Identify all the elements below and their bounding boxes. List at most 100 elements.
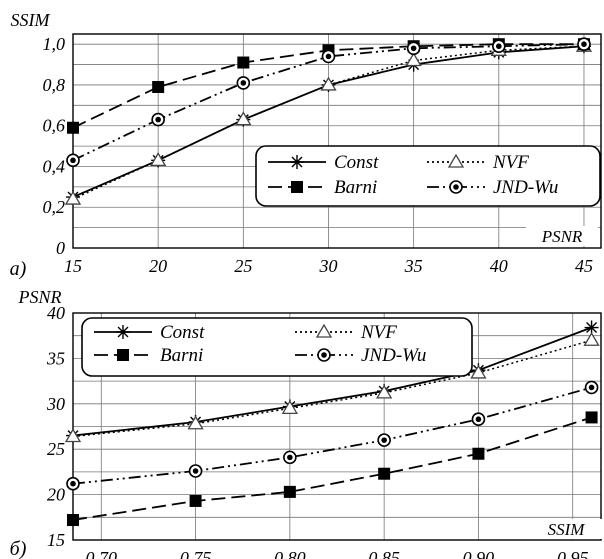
y-axis-label: PSNR <box>18 287 62 307</box>
marker-circle-dot <box>70 480 76 487</box>
marker-circle-dot <box>496 43 502 50</box>
legend-label: Const <box>334 152 379 173</box>
marker-triangle <box>320 76 337 91</box>
legend-label: JND-Wu <box>361 345 426 366</box>
marker-triangle <box>376 384 393 399</box>
series-nvf <box>64 37 593 205</box>
marker-square <box>472 447 485 460</box>
marker-triangle <box>64 190 82 205</box>
marker-star <box>290 155 304 169</box>
legend-item-nvf: NVF <box>427 152 529 173</box>
marker-circle-dot <box>410 45 417 52</box>
marker-circle <box>471 412 486 427</box>
marker-circle <box>492 39 506 54</box>
plot-frame <box>72 312 602 541</box>
marker-square <box>291 181 303 193</box>
marker-triangle <box>150 152 167 167</box>
legend-label: NVF <box>360 322 397 343</box>
marker-circle-dot <box>581 41 587 47</box>
marker-triangle <box>405 52 422 67</box>
y-tick-label: 20 <box>47 485 65 505</box>
x-tick-label: 45 <box>575 256 593 276</box>
marker-circle-dot <box>453 184 459 190</box>
legend-item-const: Const <box>94 322 205 343</box>
x-tick-label: 40 <box>490 256 508 276</box>
legend: Const NVF Barni JND-Wu <box>81 317 473 377</box>
x-tick-label: 0,90 <box>463 548 495 559</box>
x-tick-label: 0,95 <box>557 548 589 559</box>
x-tick-label: 0,70 <box>86 548 118 559</box>
plot-frame <box>72 33 602 249</box>
marker-circle <box>66 153 80 168</box>
y-tick-label: 0,8 <box>43 75 66 95</box>
marker-triangle <box>64 428 82 443</box>
marker-square <box>152 80 165 93</box>
x-axis-label: SSIM <box>548 520 586 539</box>
legend-label: Const <box>160 322 205 343</box>
marker-circle-dot <box>321 352 327 358</box>
marker-circle-dot <box>70 157 76 164</box>
y-tick-label: 15 <box>47 530 65 550</box>
legend-box <box>255 145 601 207</box>
legend-item-nvf: NVF <box>295 322 397 343</box>
y-tick-label: 30 <box>46 394 65 414</box>
y-tick-label: 0,4 <box>43 156 66 176</box>
marker-circle <box>584 380 599 395</box>
marker-circle <box>317 348 331 362</box>
y-tick-label: 0,2 <box>43 197 66 217</box>
marker-triangle <box>281 400 298 414</box>
marker-circle <box>236 76 251 90</box>
marker-square <box>237 56 250 69</box>
y-axis-label: SSIM <box>11 10 51 30</box>
marker-circle-dot <box>240 80 247 86</box>
marker-circle <box>449 180 463 194</box>
marker-circle-dot <box>588 384 595 391</box>
legend-label: Barni <box>334 177 377 198</box>
marker-circle <box>151 112 165 127</box>
marker-circle-dot <box>287 454 293 461</box>
marker-circle <box>577 37 591 51</box>
marker-circle-dot <box>475 416 482 423</box>
marker-circle-dot <box>325 53 332 60</box>
marker-star <box>116 325 130 339</box>
marker-circle-dot <box>381 437 387 443</box>
x-tick-label: 15 <box>64 256 82 276</box>
legend-item-barni: Barni <box>94 345 203 366</box>
x-tick-label: 20 <box>149 256 167 276</box>
legend-label: JND-Wu <box>493 177 558 198</box>
marker-square <box>67 121 79 134</box>
marker-square <box>67 514 79 527</box>
series-nvf <box>64 331 600 443</box>
legend-item-barni: Barni <box>268 177 377 198</box>
legend-box <box>81 317 473 377</box>
y-tick-label: 40 <box>47 303 65 323</box>
y-tick-label: 0 <box>56 238 65 258</box>
marker-star <box>584 320 599 335</box>
marker-circle-dot <box>192 468 199 474</box>
y-tick-label: 35 <box>46 348 65 368</box>
series-jnd-wu <box>66 380 599 491</box>
marker-circle <box>377 433 391 447</box>
legend-item-const: Const <box>268 152 379 173</box>
marker-circle-dot <box>155 116 161 123</box>
series-line <box>72 416 592 521</box>
x-tick-label: 0,85 <box>368 548 400 559</box>
series-barni <box>67 411 598 527</box>
marker-circle <box>406 41 421 56</box>
x-tick-label: 25 <box>234 256 252 276</box>
x-tick-label: 0,80 <box>274 548 306 559</box>
y-tick-label: 0,6 <box>43 116 66 136</box>
marker-triangle <box>470 364 487 379</box>
chart-panel-b: 15 20 25 30 35 40 0,70 0,75 0,80 0,85 0,90 0,95 PSNR… <box>10 287 602 559</box>
marker-circle <box>66 476 80 491</box>
marker-square <box>283 485 296 498</box>
legend-label: NVF <box>492 152 529 173</box>
marker-triangle <box>315 323 333 338</box>
marker-circle <box>283 450 297 465</box>
grid <box>72 34 601 249</box>
legend-label: Barni <box>160 345 203 366</box>
series-line <box>72 339 592 438</box>
panel-label: б) <box>10 538 27 559</box>
y-tick-label: 1,0 <box>43 34 66 54</box>
